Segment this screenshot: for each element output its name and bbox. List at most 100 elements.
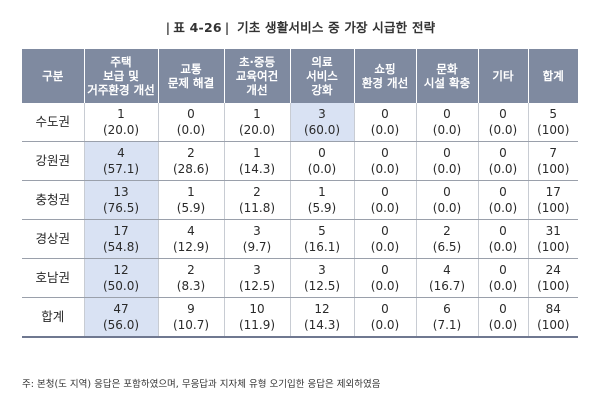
table-cell: 0 (0.0) <box>158 103 225 142</box>
table-cell: 4 (57.1) <box>84 141 159 181</box>
cell-count: 0 <box>443 185 451 199</box>
cell-percent: (6.5) <box>432 240 462 254</box>
cell-percent: (76.5) <box>102 201 140 215</box>
column-header-line: 시설 확충 <box>423 76 471 90</box>
cell-count: 47 <box>113 302 129 316</box>
column-header-line: 서비스 <box>306 69 338 83</box>
cell-percent: (100) <box>537 318 570 332</box>
column-header: 교통 문제 해결 <box>158 49 225 103</box>
cell-count: 2 <box>187 263 195 277</box>
cell-percent: (0.0) <box>370 318 400 332</box>
column-header-line: 강화 <box>311 83 333 97</box>
cell-count: 12 <box>314 302 330 316</box>
row-label: 경상권 <box>22 219 85 259</box>
table-row: 경상권 17 (54.8) 4 (12.9) 3 (9.7) 5 (16.1) 0 (0.0) 2 (6… <box>22 219 578 259</box>
column-header: 주택 보급 및 거주환경 개선 <box>84 49 159 103</box>
table-title-text: 기초 생활서비스 중 가장 시급한 전략 <box>237 20 436 35</box>
cell-percent: (0.0) <box>307 162 337 176</box>
cell-count: 0 <box>443 146 451 160</box>
cell-percent: (0.0) <box>432 123 462 137</box>
table-cell: 2 (8.3) <box>158 258 225 298</box>
cell-count: 1 <box>253 146 261 160</box>
table-cell: 13 (76.5) <box>84 180 159 220</box>
cell-percent: (0.0) <box>488 240 518 254</box>
table-row: 호남권 12 (50.0) 2 (8.3) 3 (12.5) 3 (12.5) 0 (0.0) 4 (1… <box>22 258 578 298</box>
cell-count: 3 <box>253 263 261 277</box>
cell-percent: (5.9) <box>176 201 206 215</box>
cell-percent: (8.3) <box>176 279 206 293</box>
header-row: 구분 주택 보급 및 거주환경 개선 교통 문제 해결 초·중등 교육여건 개선 의료 서비스 강화 쇼… <box>22 49 578 103</box>
table-cell: 47 (56.0) <box>84 297 159 338</box>
cell-percent: (20.0) <box>102 123 140 137</box>
cell-percent: (54.8) <box>102 240 140 254</box>
table-cell: 0 (0.0) <box>290 141 355 181</box>
table-cell: 3 (60.0) <box>290 103 355 142</box>
cell-count: 2 <box>187 146 195 160</box>
cell-count: 6 <box>443 302 451 316</box>
table-cell: 7 (100) <box>528 141 578 181</box>
cell-percent: (100) <box>537 123 570 137</box>
cell-percent: (50.0) <box>102 279 140 293</box>
table-number: 표 4-26 <box>173 20 222 35</box>
table-cell: 10 (11.9) <box>224 297 291 338</box>
column-header-line: 기타 <box>492 69 514 83</box>
column-header-line: 의료 <box>311 55 333 69</box>
cell-percent: (0.0) <box>370 162 400 176</box>
column-header-line: 개선 <box>246 83 268 97</box>
cell-count: 5 <box>318 224 326 238</box>
cell-count: 5 <box>549 107 558 121</box>
table-cell: 2 (6.5) <box>416 219 479 259</box>
cell-count: 0 <box>499 263 507 277</box>
column-header-line: 교육여건 <box>235 69 279 83</box>
column-header: 초·중등 교육여건 개선 <box>224 49 291 103</box>
cell-percent: (0.0) <box>488 279 518 293</box>
table-cell: 0 (0.0) <box>354 141 417 181</box>
table-cell: 1 (5.9) <box>158 180 225 220</box>
cell-count: 0 <box>443 107 451 121</box>
table-cell: 4 (16.7) <box>416 258 479 298</box>
table-cell: 0 (0.0) <box>354 297 417 338</box>
column-header-line: 합계 <box>542 69 564 83</box>
cell-count: 0 <box>381 263 389 277</box>
column-header: 기타 <box>478 49 529 103</box>
cell-percent: (5.9) <box>307 201 337 215</box>
cell-count: 24 <box>545 263 561 277</box>
table-row: 강원권 4 (57.1) 2 (28.6) 1 (14.3) 0 (0.0) 0 (0.0) 0 (0.… <box>22 141 578 181</box>
cell-percent: (16.1) <box>303 240 341 254</box>
data-table: 구분 주택 보급 및 거주환경 개선 교통 문제 해결 초·중등 교육여건 개선 의료 서비스 강화 쇼… <box>22 49 578 338</box>
cell-percent: (20.0) <box>238 123 276 137</box>
cell-percent: (0.0) <box>176 123 206 137</box>
cell-count: 31 <box>545 224 561 238</box>
column-header-line: 환경 개선 <box>361 76 409 90</box>
table-cell: 0 (0.0) <box>416 180 479 220</box>
cell-count: 0 <box>499 146 507 160</box>
table-cell: 1 (20.0) <box>84 103 159 142</box>
table-cell: 5 (16.1) <box>290 219 355 259</box>
column-header-line: 교통 <box>180 62 202 76</box>
table-cell: 0 (0.0) <box>416 103 479 142</box>
cell-count: 1 <box>318 185 326 199</box>
cell-count: 4 <box>443 263 451 277</box>
cell-percent: (16.7) <box>428 279 466 293</box>
cell-percent: (0.0) <box>488 201 518 215</box>
cell-percent: (56.0) <box>102 318 140 332</box>
cell-percent: (0.0) <box>488 123 518 137</box>
cell-count: 7 <box>549 146 558 160</box>
cell-count: 13 <box>113 185 129 199</box>
table-cell: 0 (0.0) <box>354 180 417 220</box>
cell-count: 0 <box>381 107 389 121</box>
table-cell: 0 (0.0) <box>478 141 529 181</box>
cell-count: 17 <box>113 224 129 238</box>
cell-count: 3 <box>318 107 326 121</box>
table-row: 합계 47 (56.0) 9 (10.7) 10 (11.9) 12 (14.3) 0 (0.0) 6… <box>22 297 578 338</box>
cell-percent: (7.1) <box>432 318 462 332</box>
table-cell: 5 (100) <box>528 103 578 142</box>
cell-percent: (10.7) <box>172 318 210 332</box>
table-cell: 6 (7.1) <box>416 297 479 338</box>
cell-percent: (0.0) <box>370 123 400 137</box>
cell-count: 9 <box>187 302 195 316</box>
cell-count: 0 <box>381 224 389 238</box>
cell-percent: (100) <box>537 201 570 215</box>
table-cell: 0 (0.0) <box>416 141 479 181</box>
cell-percent: (9.7) <box>242 240 272 254</box>
